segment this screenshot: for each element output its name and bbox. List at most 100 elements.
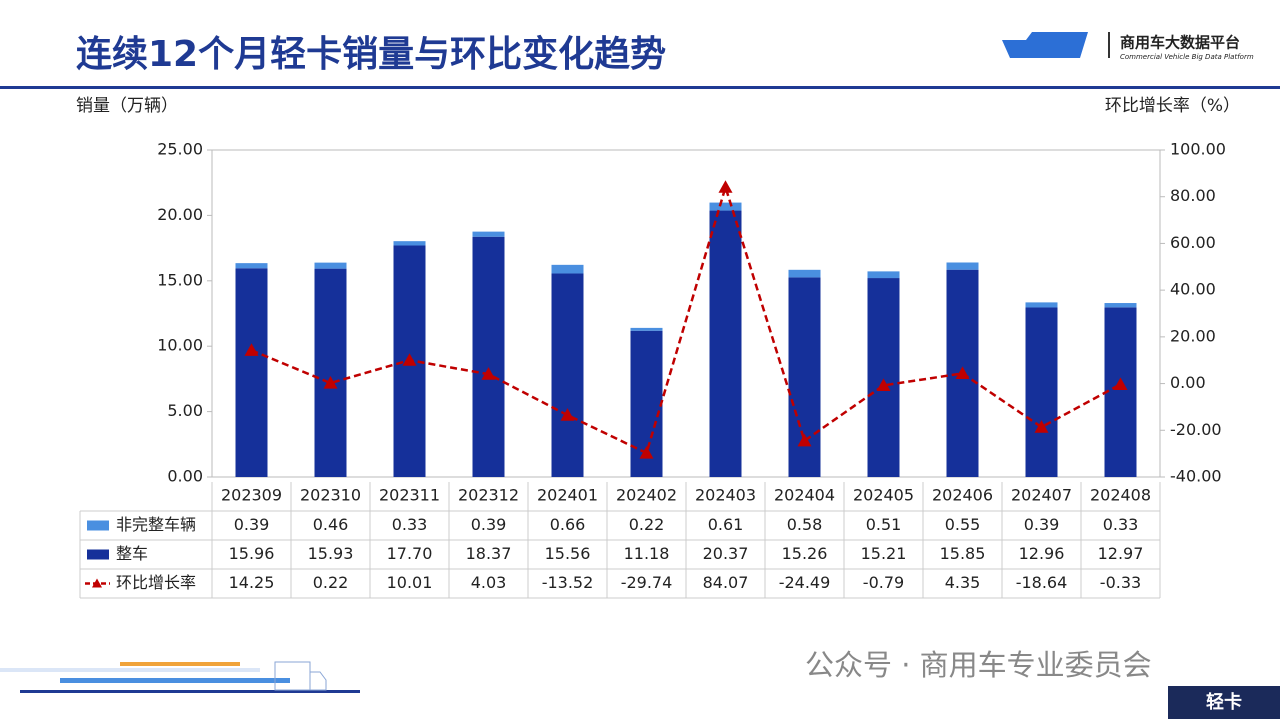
value-label: -24.49 — [779, 573, 831, 592]
x-tick-label: 202401 — [537, 486, 598, 505]
value-label: 15.96 — [229, 544, 275, 563]
x-tick-label: 202407 — [1011, 486, 1072, 505]
y2-tick-label: 40.00 — [1170, 280, 1216, 299]
value-label: 17.70 — [387, 544, 433, 563]
value-label: 0.61 — [708, 515, 744, 534]
marker — [1113, 377, 1128, 390]
logo-divider — [1108, 32, 1110, 58]
y-tick-label: 25.00 — [157, 140, 203, 159]
bar — [946, 262, 979, 270]
deco-line — [60, 678, 290, 683]
x-tick-label: 202311 — [379, 486, 440, 505]
value-label: -13.52 — [542, 573, 594, 592]
legend-label: 整车 — [116, 544, 148, 563]
truck-icon — [274, 661, 327, 691]
bar — [472, 236, 505, 477]
y-tick-label: 15.00 — [157, 270, 203, 289]
y2-tick-label: 80.00 — [1170, 186, 1216, 205]
value-label: 18.37 — [466, 544, 512, 563]
value-label: 0.51 — [866, 515, 902, 534]
value-label: 0.22 — [313, 573, 349, 592]
value-label: 0.39 — [471, 515, 507, 534]
value-label: -29.74 — [621, 573, 673, 592]
value-label: 12.97 — [1098, 544, 1144, 563]
marker — [244, 343, 259, 356]
badge-text: 轻卡 — [1206, 691, 1242, 713]
legend-swatch — [87, 520, 109, 531]
value-label: -18.64 — [1016, 573, 1068, 592]
value-label: 0.66 — [550, 515, 586, 534]
bar — [1104, 303, 1137, 308]
deco-line — [120, 662, 240, 666]
value-label: 0.55 — [945, 515, 981, 534]
chart-title: 连续12个月轻卡销量与环比变化趋势 — [76, 33, 666, 75]
bar — [867, 278, 900, 477]
marker — [639, 446, 654, 459]
bar — [314, 262, 347, 269]
y2-tick-label: 0.00 — [1170, 373, 1206, 392]
x-tick-label: 202406 — [932, 486, 993, 505]
value-label: 15.85 — [940, 544, 986, 563]
legend-swatch — [87, 549, 109, 560]
bar — [1104, 307, 1137, 477]
line-series — [251, 182, 1122, 455]
bar — [1025, 307, 1058, 477]
x-tick-label: 202408 — [1090, 486, 1151, 505]
value-label: -0.33 — [1100, 573, 1141, 592]
value-label: 0.58 — [787, 515, 823, 534]
marker — [876, 378, 891, 392]
y-tick-label: 0.00 — [167, 467, 203, 486]
x-tick-label: 202309 — [221, 486, 282, 505]
y2-axis-label: 环比增长率（%） — [1105, 96, 1240, 116]
bar — [551, 264, 584, 274]
y2-tick-label: 100.00 — [1170, 140, 1226, 159]
x-tick-label: 202310 — [300, 486, 361, 505]
value-label: -0.79 — [863, 573, 904, 592]
y-tick-label: 20.00 — [157, 205, 203, 224]
bar — [235, 268, 268, 477]
y-axis-label: 销量（万辆） — [76, 96, 178, 116]
value-label: 14.25 — [229, 573, 275, 592]
marker — [402, 353, 417, 366]
legend-label: 环比增长率 — [116, 573, 196, 592]
logo-subtitle: Commercial Vehicle Big Data Platform — [1120, 53, 1254, 61]
deco-line — [20, 690, 360, 693]
value-label: 15.21 — [861, 544, 907, 563]
title-rule — [0, 86, 1280, 89]
bar — [235, 263, 268, 269]
marker — [560, 408, 575, 421]
y2-tick-label: -40.00 — [1170, 467, 1222, 486]
marker — [481, 367, 496, 380]
value-label: 0.22 — [629, 515, 665, 534]
bar — [867, 271, 900, 279]
value-label: 11.18 — [624, 544, 670, 563]
marker — [323, 376, 338, 389]
bar — [709, 202, 742, 211]
x-tick-label: 202405 — [853, 486, 914, 505]
bar — [788, 269, 821, 278]
y-tick-label: 5.00 — [167, 401, 203, 420]
value-label: 4.35 — [945, 573, 981, 592]
badge — [1168, 686, 1280, 719]
legend-swatch — [92, 578, 102, 588]
bar — [472, 231, 505, 237]
y2-tick-label: -20.00 — [1170, 420, 1222, 439]
legend-label: 非完整车辆 — [116, 515, 196, 534]
value-label: 0.33 — [1103, 515, 1139, 534]
plot-frame — [211, 149, 1161, 478]
bar — [1025, 302, 1058, 308]
value-label: 0.39 — [1024, 515, 1060, 534]
x-tick-label: 202404 — [774, 486, 835, 505]
x-tick-label: 202402 — [616, 486, 677, 505]
footer-account: 公众号 · 商用车专业委员会 — [805, 648, 1152, 682]
value-label: 20.37 — [703, 544, 749, 563]
value-label: 15.93 — [308, 544, 354, 563]
value-label: 4.03 — [471, 573, 507, 592]
value-label: 15.26 — [782, 544, 828, 563]
marker — [1034, 420, 1049, 433]
x-tick-label: 202403 — [695, 486, 756, 505]
deco-line — [0, 668, 260, 672]
marker — [718, 180, 733, 193]
bar — [630, 327, 663, 331]
